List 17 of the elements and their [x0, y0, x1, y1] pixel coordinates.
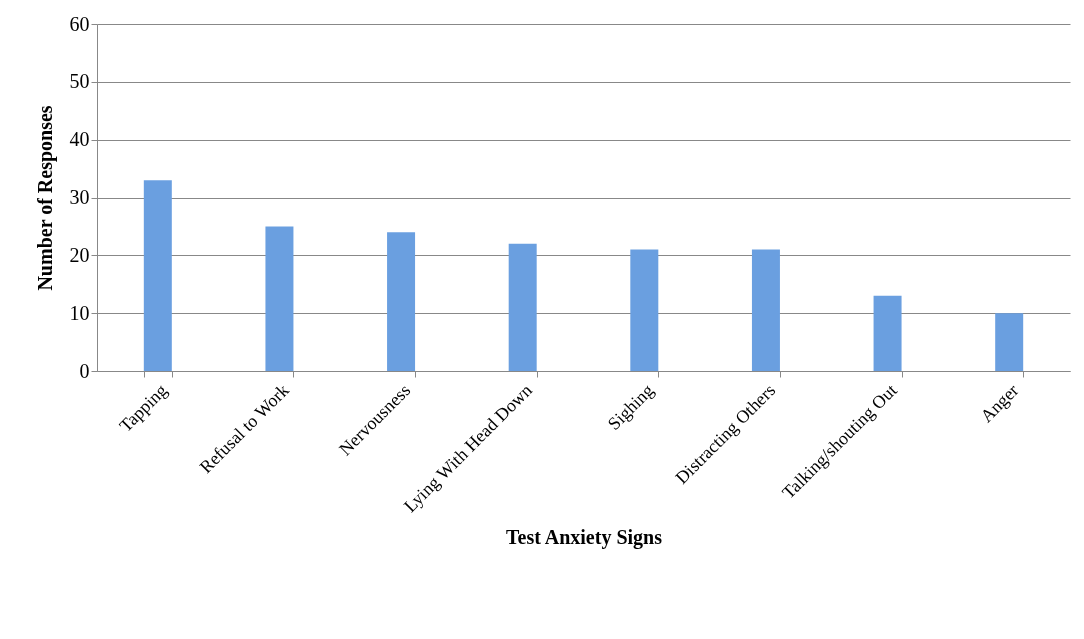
- y-tick-label: 10: [69, 301, 90, 324]
- bar: [873, 295, 902, 371]
- y-tick-label: 20: [69, 243, 90, 266]
- bar: [630, 249, 659, 371]
- x-axis-title: Test Anxiety Signs: [506, 526, 663, 550]
- bar: [265, 226, 294, 371]
- bar: [751, 249, 780, 371]
- y-tick-label: 60: [69, 12, 90, 35]
- bar: [143, 180, 172, 371]
- y-tick-label: 0: [79, 359, 90, 382]
- bar: [387, 232, 416, 371]
- bar: [995, 313, 1024, 371]
- y-tick-label: 30: [69, 186, 90, 208]
- bar: [508, 243, 537, 371]
- y-axis-title: Number of Responses: [33, 105, 57, 291]
- y-tick-label: 50: [69, 70, 90, 93]
- y-tick-label: 40: [69, 128, 90, 151]
